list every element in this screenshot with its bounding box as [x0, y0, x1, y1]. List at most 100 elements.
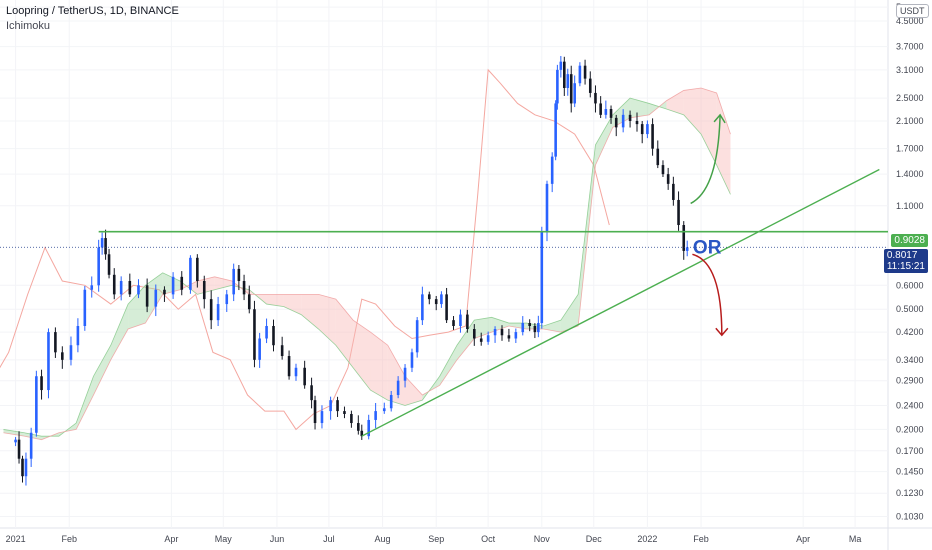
- candle-body: [479, 338, 483, 342]
- candle-body: [440, 294, 443, 305]
- cloud-segment: [370, 332, 388, 401]
- candle-body: [287, 356, 291, 377]
- cloud-segment: [630, 98, 650, 118]
- y-tick-label: 0.1700: [896, 446, 924, 456]
- candle-body: [350, 413, 353, 424]
- candle-body: [104, 238, 107, 255]
- candle-body: [119, 281, 123, 295]
- indicator-label[interactable]: Ichimoku: [6, 20, 51, 32]
- candle-body: [500, 329, 504, 336]
- candle-body: [196, 257, 199, 282]
- candle-body: [427, 294, 431, 300]
- candle-body: [396, 380, 400, 396]
- x-tick-label: Jun: [270, 534, 285, 544]
- candle-body: [320, 411, 324, 424]
- x-tick-label: Apr: [164, 534, 178, 544]
- candle-body: [635, 120, 639, 125]
- candle-body: [21, 458, 24, 477]
- currency-button[interactable]: USDT: [896, 4, 929, 18]
- candle-body: [666, 174, 670, 184]
- bullish-arrowhead: [713, 113, 726, 124]
- candle-body: [507, 335, 511, 339]
- candle-body: [559, 61, 563, 70]
- candle-body: [137, 285, 140, 295]
- y-tick-label: 0.1030: [896, 511, 924, 521]
- cloud-segment: [543, 320, 561, 333]
- candle-body: [628, 114, 632, 121]
- x-tick-label: Aug: [375, 534, 391, 544]
- candle-body: [640, 124, 644, 135]
- candle-body: [545, 183, 549, 233]
- y-tick-label: 1.1000: [896, 201, 924, 211]
- candle-body: [672, 183, 675, 200]
- candle-body: [17, 439, 21, 459]
- x-tick-label: Oct: [481, 534, 496, 544]
- chart-legend: Loopring / TetherUS, 1D, BINANCE Ichimok…: [6, 4, 179, 34]
- current-price-value: 0.8017: [886, 250, 918, 261]
- candle-body: [69, 345, 73, 360]
- symbol-title[interactable]: Loopring / TetherUS, 1D, BINANCE: [6, 5, 179, 17]
- candles: [14, 55, 689, 486]
- cloud-segment: [683, 87, 702, 135]
- candle-body: [14, 439, 17, 443]
- candle-body: [329, 400, 332, 412]
- candle-body: [61, 352, 64, 360]
- x-tick-label: Jul: [323, 534, 335, 544]
- candle-body: [357, 423, 360, 431]
- candle-body: [685, 247, 689, 251]
- x-tick-label: 2021: [6, 534, 26, 544]
- x-tick-label: Dec: [586, 534, 603, 544]
- x-tick-label: Feb: [61, 534, 77, 544]
- cloud-segment: [456, 320, 475, 360]
- y-tick-label: 3.7000: [896, 42, 924, 52]
- y-tick-label: 0.2900: [896, 376, 924, 386]
- cloud-segment: [266, 294, 284, 307]
- resistance-price-label: 0.9028: [891, 234, 928, 247]
- y-tick-label: 0.3400: [896, 355, 924, 365]
- candle-body: [521, 323, 525, 333]
- cloud-segment: [24, 432, 42, 440]
- candle-body: [459, 314, 462, 326]
- candle-body: [486, 335, 490, 342]
- candle-body: [434, 299, 438, 305]
- cloud-segment: [197, 276, 215, 295]
- candle-body: [445, 294, 448, 321]
- cloud-segment: [491, 317, 509, 333]
- x-tick-label: Sep: [428, 534, 444, 544]
- candle-body: [528, 323, 531, 326]
- candle-body: [242, 281, 246, 295]
- candle-body: [154, 289, 158, 307]
- y-tick-label: 3.1000: [896, 65, 924, 75]
- candle-body: [237, 268, 241, 282]
- cloud-segment: [701, 87, 717, 166]
- span-a-line: [3, 97, 731, 437]
- candle-body: [573, 83, 576, 104]
- candle-countdown: 11:15:21: [886, 261, 925, 272]
- candle-body: [389, 395, 393, 409]
- drawings: OR: [0, 113, 888, 437]
- candle-body: [83, 289, 87, 326]
- candle-body: [310, 385, 313, 401]
- candle-body: [621, 114, 625, 128]
- cloud-segment: [110, 304, 129, 360]
- candle-body: [415, 320, 419, 353]
- candle-body: [97, 247, 100, 286]
- y-tick-label: 0.2000: [896, 424, 924, 434]
- candle-body: [604, 109, 608, 115]
- y-tick-label: 0.2400: [896, 401, 924, 411]
- candle-body: [232, 268, 235, 295]
- candle-body: [537, 323, 540, 333]
- candle-body: [466, 314, 469, 330]
- candle-body: [202, 281, 206, 300]
- candle-body: [656, 148, 660, 166]
- y-tick-label: 2.1000: [896, 116, 924, 126]
- bearish-arrowhead: [715, 327, 729, 337]
- x-tick-label: Apr: [796, 534, 810, 544]
- candle-body: [360, 430, 364, 437]
- candle-body: [336, 400, 339, 412]
- candle-body: [594, 92, 597, 104]
- candle-body: [566, 74, 570, 88]
- y-tick-label: 0.1450: [896, 467, 924, 477]
